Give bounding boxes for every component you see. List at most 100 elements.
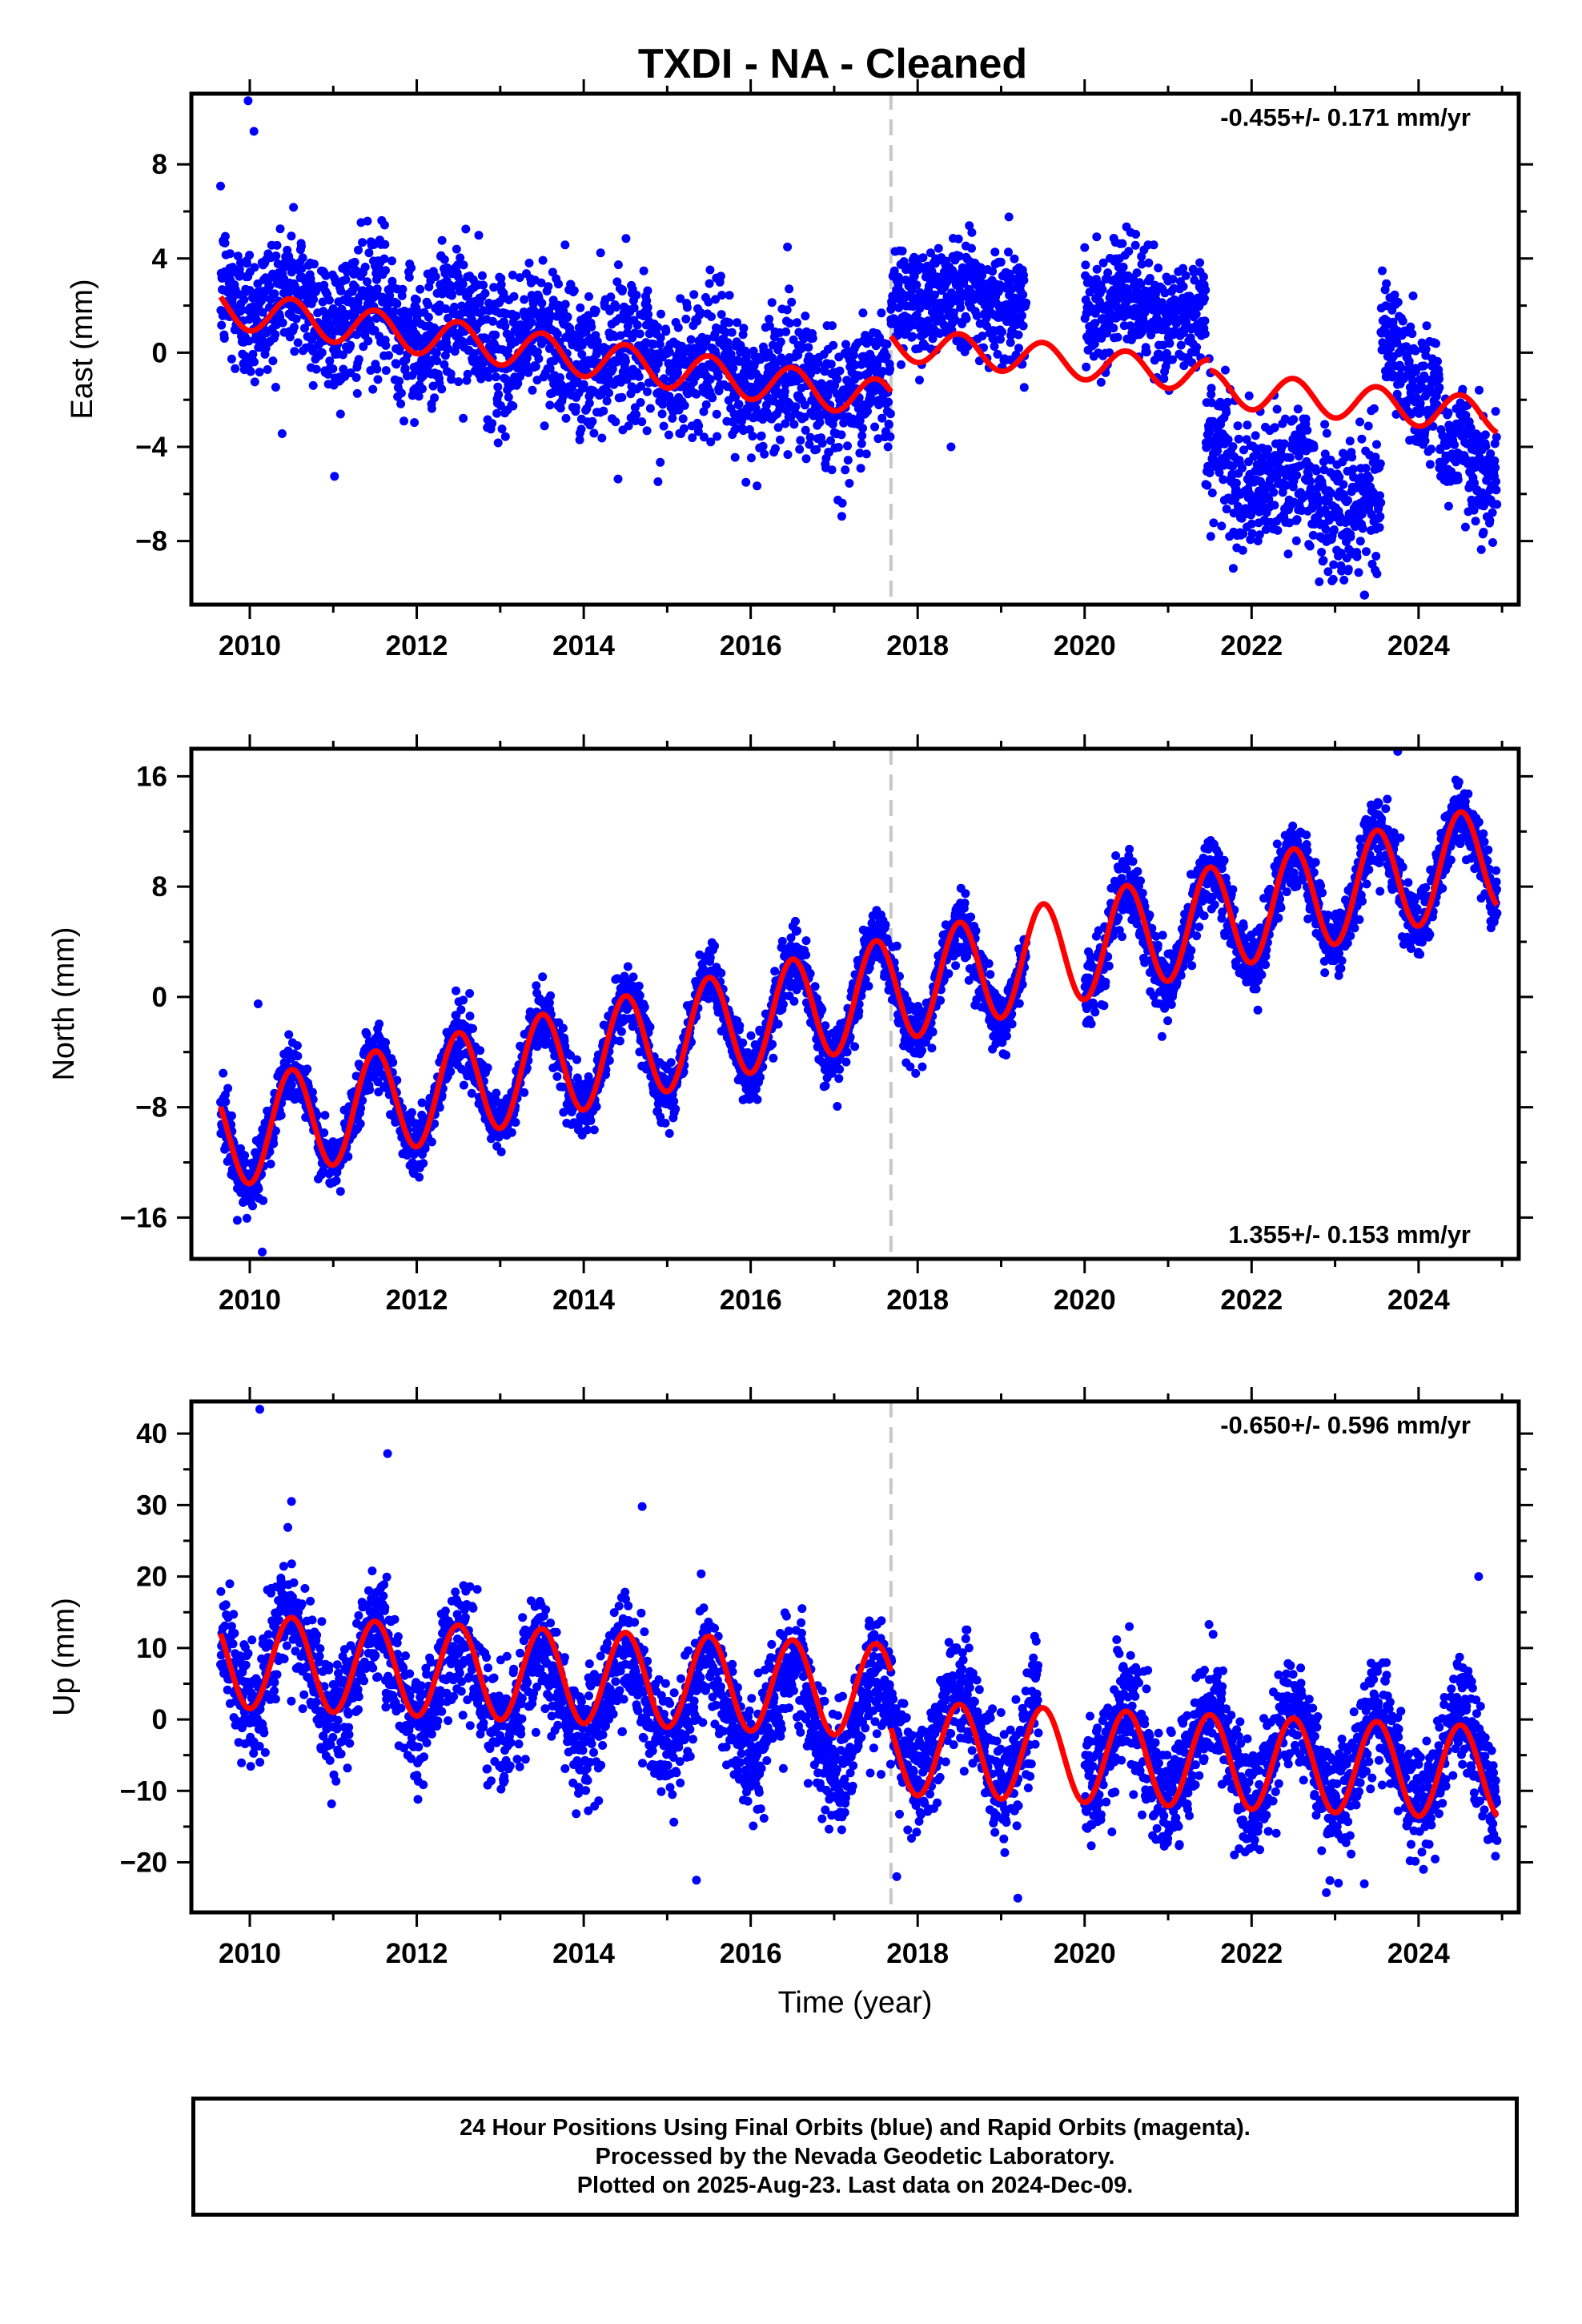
data-point-east-0 [496,401,505,410]
data-point-east-0 [725,318,734,328]
data-point-east-3 [1238,463,1247,472]
data-point-east-0 [450,302,459,312]
data-point-east-0 [653,323,662,332]
data-point-east-0 [444,344,453,354]
data-point-north-0 [276,1111,286,1120]
data-point-east-0 [351,373,361,382]
data-point-east-0 [727,328,737,337]
data-point-east-4 [1419,361,1428,371]
data-point-east-0 [734,400,744,409]
data-point-east-0 [416,284,425,294]
data-point-east-0 [602,396,612,406]
data-point-east-0 [673,362,683,372]
data-point-east-2 [1201,285,1211,295]
data-point-east-0 [384,351,393,360]
data-point-east-0 [748,432,757,441]
data-point-east-0 [496,279,506,289]
data-point-north-0 [343,1152,353,1161]
data-point-east-0 [396,388,406,398]
data-point-east-3 [1205,428,1215,437]
data-point-east-1 [978,271,987,280]
plot-area-east [216,94,1502,605]
data-point-east-2 [1096,377,1106,387]
data-point-east-0 [642,426,652,436]
data-point-east-0 [688,433,697,443]
data-point-east-0 [412,296,421,304]
data-point-east-0 [705,279,714,288]
data-point-east-3 [1309,443,1319,452]
data-point-east-3 [1311,466,1321,476]
data-point-east-0 [410,418,420,428]
data-point-east-3 [1244,391,1254,400]
data-point-east-2 [1200,316,1210,326]
x-tick-label-east: 2018 [886,630,949,661]
data-point-east-3 [1308,530,1318,540]
data-point-east-1 [1014,330,1023,340]
x-tick-label-east: 2022 [1220,630,1283,661]
data-point-east-0 [632,291,641,300]
data-point-east-4 [1390,290,1399,300]
data-point-east-3 [1355,537,1365,546]
data-point-east-0 [827,465,837,475]
data-point-east-2 [1131,230,1141,239]
data-point-east-3 [1363,421,1373,431]
data-point-east-1 [1018,311,1026,320]
data-point-east-0 [837,430,846,440]
data-point-east-0 [626,389,636,399]
data-point-east-3 [1320,420,1330,429]
data-point-east-0 [773,423,783,432]
data-point-east-3 [1329,560,1339,569]
data-point-east-3 [1346,533,1355,541]
data-point-east-3 [1345,436,1355,446]
data-point-east-0 [617,392,627,402]
data-point-east-0 [758,441,768,451]
data-point-east-3 [1348,464,1358,474]
data-point-east-1 [996,257,1006,267]
data-point-east-2 [1199,272,1208,282]
data-point-east-3 [1303,425,1312,435]
data-point-east-0 [680,400,689,410]
data-point-east-3 [1306,484,1315,493]
data-point-north-0 [293,1051,303,1061]
data-point-east-2 [1144,258,1154,267]
data-point-east-0 [884,397,893,407]
data-point-east-1 [956,303,966,312]
data-point-east-2 [1200,329,1210,339]
data-point-east-3 [1352,552,1362,561]
data-point-east-4 [1382,279,1391,288]
data-point-east-0 [661,327,671,336]
y-tick-label-east: 8 [152,149,167,180]
data-point-east-0 [584,311,593,320]
data-point-north-0 [407,1108,416,1117]
data-point-east-3 [1292,471,1302,480]
data-point-east-0 [396,399,406,408]
data-point-east-0 [644,378,653,388]
data-point-east-2 [1145,274,1154,283]
data-point-east-0 [293,338,303,348]
data-point-east-0 [255,368,264,377]
data-point-east-0 [673,323,683,332]
data-point-east-0 [461,224,471,234]
data-point-east-2 [1090,319,1100,328]
data-point-east-3 [1372,569,1382,579]
data-point-east-1 [897,360,905,369]
data-point-north-0 [320,1111,330,1120]
data-point-east-5 [1491,407,1500,416]
data-point-east-0 [612,277,622,287]
data-point-east-3 [1285,453,1295,462]
data-point-east-0 [270,289,279,299]
data-point-east-0 [579,380,588,389]
data-point-east-0 [801,425,810,435]
data-point-east-0 [321,271,331,280]
data-point-north-0 [496,1147,506,1156]
data-point-east-0 [430,393,440,403]
data-point-east-0 [596,248,605,258]
data-point-east-5 [1480,430,1490,440]
chart-panels: 2010 2012 2014 2016 2018 2020 2022 2024−8−4048E… [47,79,1533,1969]
data-point-north-0 [223,1084,233,1093]
data-point-east-0 [881,352,891,361]
data-point-east-0 [216,181,225,191]
data-point-east-3 [1217,521,1227,531]
data-point-east-5 [1492,485,1501,495]
